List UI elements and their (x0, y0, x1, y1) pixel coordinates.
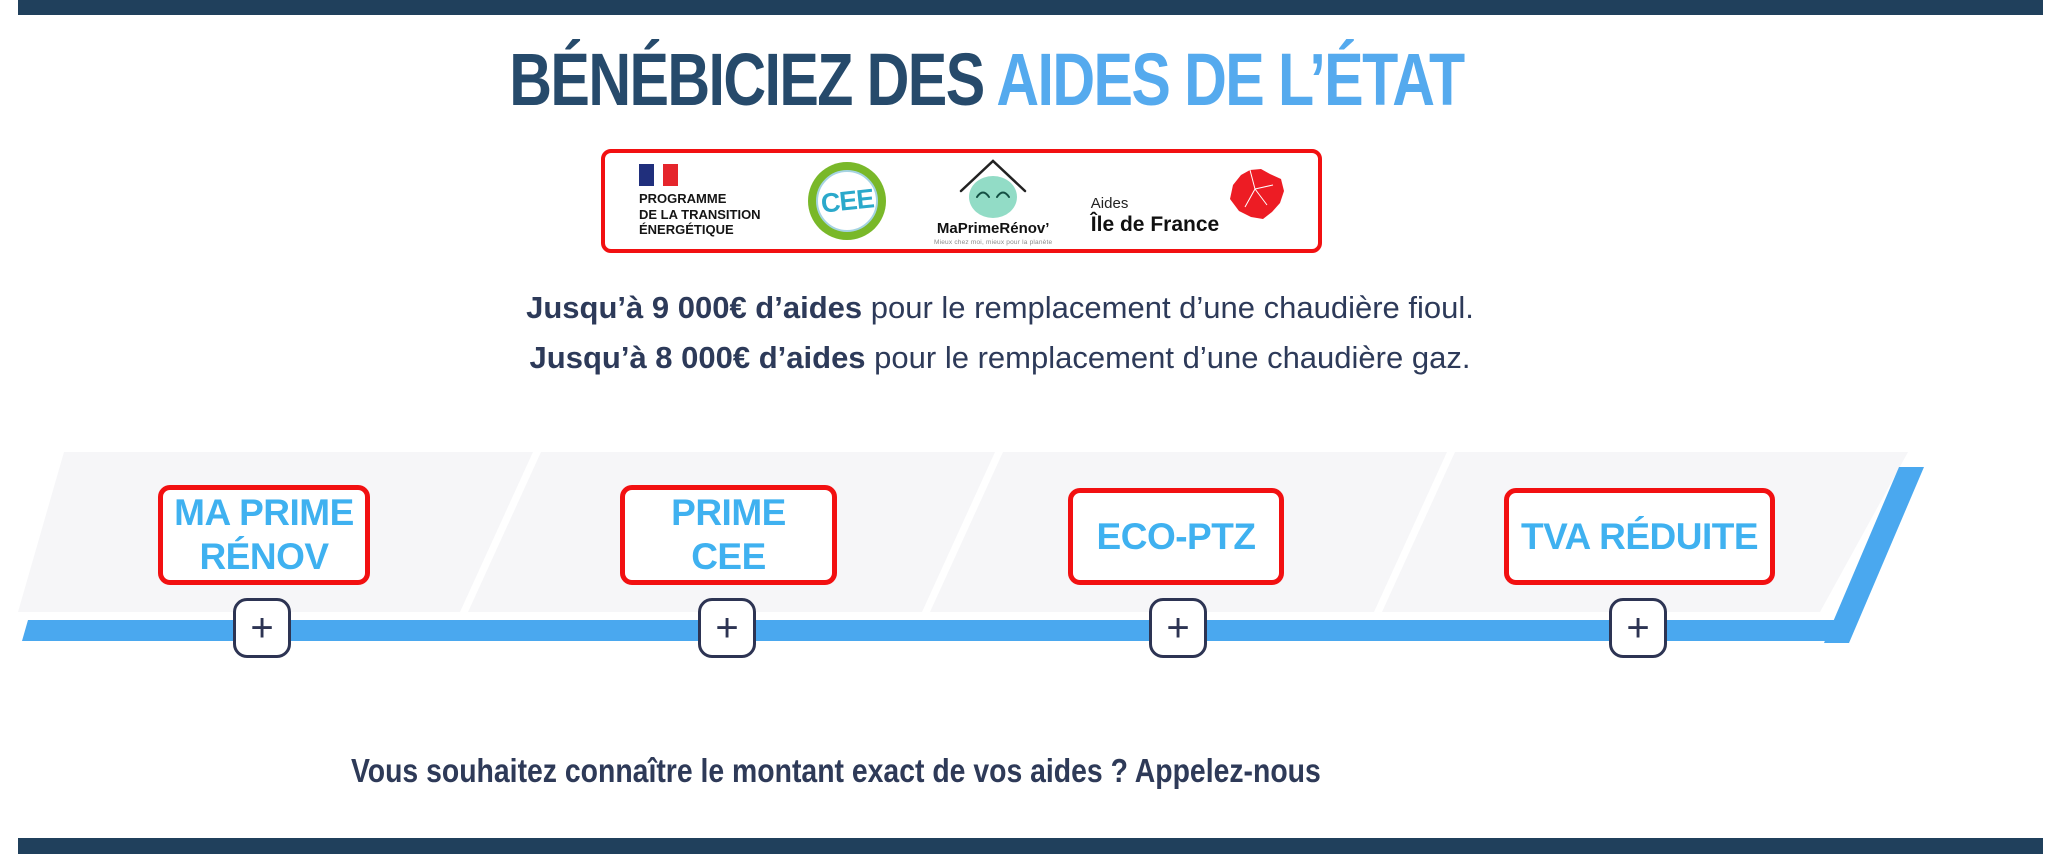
aid-line-fioul: Jusqu’à 9 000€ d’aides pour le remplacem… (0, 283, 2000, 333)
logo-transition-energetique: PROGRAMME DE LA TRANSITION ÉNERGÉTIQUE (639, 164, 789, 238)
timeline-separator (922, 452, 1003, 612)
plus-icon: + (1166, 606, 1190, 650)
cee-label: CEE (819, 182, 875, 219)
cta-text-inner: Vous souhaitez connaître le montant exac… (351, 752, 1321, 789)
aid-line-fioul-rest: pour le remplacement d’une chaudière fio… (862, 290, 1474, 325)
aid-box-tva-reduite[interactable]: TVA RÉDUITE (1504, 488, 1775, 585)
cee-badge-icon: CEE (808, 162, 887, 240)
maprimerenov-label: MaPrimeRénov’ (936, 219, 1050, 237)
aid-box-prime-cee[interactable]: PRIME CEE (620, 485, 837, 585)
aid-amounts: Jusqu’à 9 000€ d’aides pour le remplacem… (0, 283, 2000, 383)
expand-button-prime-cee[interactable]: + (698, 598, 756, 658)
maprimerenov-house-icon (959, 158, 1027, 218)
aid-box-label: CEE (691, 536, 766, 577)
plus-icon: + (250, 606, 274, 650)
expand-button-tva-reduite[interactable]: + (1609, 598, 1667, 658)
timeline-separator (460, 452, 541, 612)
expand-button-ma-prime-renov[interactable]: + (233, 598, 291, 658)
timeline-bar (22, 620, 1840, 641)
page-title: BÉNÉBICIEZ DES AIDES DE L’ÉTAT (0, 40, 1972, 120)
idf-line2: Île de France (1090, 213, 1220, 236)
ile-de-france-map-icon (1230, 169, 1285, 219)
logo-aides-ile-de-france: Aides Île de France (1090, 165, 1285, 237)
aid-box-label: PRIME (671, 492, 786, 533)
page-title-blue: AIDES DE L’ÉTAT (995, 38, 1465, 121)
aid-line-gaz: Jusqu’à 8 000€ d’aides pour le remplacem… (0, 333, 2000, 383)
aid-line-gaz-bold: Jusqu’à 8 000€ d’aides (529, 340, 866, 375)
maprimerenov-tagline: Mieux chez moi, mieux pour la planète (933, 238, 1053, 246)
timeline-separator (1374, 452, 1455, 612)
aid-box-label: TVA RÉDUITE (1520, 515, 1759, 557)
aid-box-ma-prime-renov[interactable]: MA PRIME RÉNOV (158, 485, 370, 585)
cta-text: Vous souhaitez connaître le montant exac… (0, 752, 1672, 790)
french-flag-icon (639, 164, 678, 187)
aid-box-label: RÉNOV (199, 536, 329, 577)
logo-maprimerenov: MaPrimeRénov’ Mieux chez moi, mieux pour… (906, 157, 1081, 246)
plus-icon: + (715, 606, 739, 650)
logo-strip: PROGRAMME DE LA TRANSITION ÉNERGÉTIQUE C… (601, 149, 1322, 253)
transition-line2: DE LA TRANSITION (639, 206, 761, 222)
page-title-dark: BÉNÉBICIEZ DES (508, 38, 985, 121)
transition-line3: ÉNERGÉTIQUE (639, 222, 734, 238)
aid-line-gaz-rest: pour le remplacement d’une chaudière gaz… (865, 340, 1471, 375)
plus-icon: + (1626, 606, 1650, 650)
aid-box-label: ECO-PTZ (1096, 515, 1256, 557)
bottom-bar (18, 838, 2043, 854)
expand-button-eco-ptz[interactable]: + (1149, 598, 1207, 658)
aid-box-label: MA PRIME (174, 492, 354, 533)
top-bar (18, 0, 2043, 15)
timeline-end-cap (1824, 467, 1924, 643)
logo-cee: CEE (802, 162, 892, 240)
aid-line-fioul-bold: Jusqu’à 9 000€ d’aides (526, 290, 863, 325)
aid-box-eco-ptz[interactable]: ECO-PTZ (1068, 488, 1284, 585)
idf-line1: Aides (1090, 195, 1129, 212)
transition-line1: PROGRAMME (639, 191, 727, 207)
